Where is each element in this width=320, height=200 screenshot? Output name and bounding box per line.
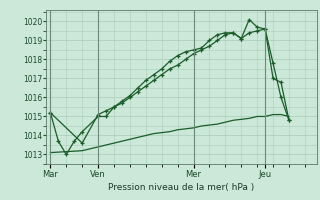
X-axis label: Pression niveau de la mer( hPa ): Pression niveau de la mer( hPa ) xyxy=(108,183,255,192)
